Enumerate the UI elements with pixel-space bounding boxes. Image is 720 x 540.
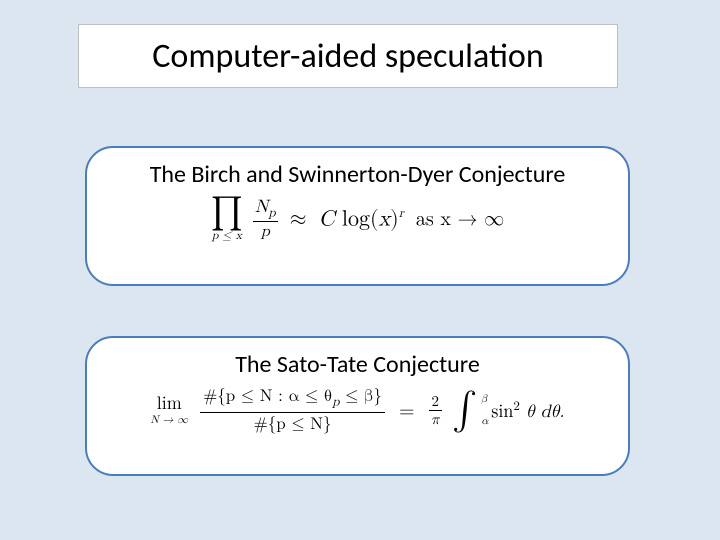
two: 2 — [429, 394, 443, 411]
slide-title-bar: Computer-aided speculation — [78, 24, 618, 88]
sato-tate-title: The Sato-Tate Conjecture — [235, 350, 480, 379]
integral-upper: β — [481, 393, 487, 406]
prod-subscript: p ≤ x — [212, 230, 242, 242]
frac-num-sub: p — [268, 206, 275, 219]
frac-numerator: Np — [253, 198, 278, 222]
sato-tate-formula: lim N → ∞ #{p ≤ N : α ≤ θp ≤ β} #{p ≤ N}… — [151, 387, 565, 435]
limit-operator: lim N → ∞ — [151, 395, 189, 426]
equals-sign: = — [399, 399, 415, 423]
frac-denominator: p — [261, 222, 270, 241]
const-C: C — [319, 208, 335, 230]
two-over-pi: 2 π — [429, 394, 443, 427]
lim-subscript: N → ∞ — [151, 415, 189, 426]
bsd-card-title: The Birch and Swinnerton-Dyer Conjecture — [150, 160, 566, 189]
limit-tail: as x → ∞ — [416, 207, 504, 231]
density-numerator: #{p ≤ N : α ≤ θp ≤ β} — [200, 387, 385, 413]
sin-text: sin — [491, 403, 513, 421]
integrand: sin2 θ dθ. — [491, 399, 564, 423]
sato-tate-card: The Sato-Tate Conjecture lim N → ∞ #{p ≤… — [85, 336, 630, 476]
density-fraction: #{p ≤ N : α ≤ θp ≤ β} #{p ≤ N} — [200, 387, 385, 435]
approx-sign: ≈ — [290, 206, 307, 232]
exponent-r: r — [399, 207, 404, 220]
var-x: x — [379, 208, 391, 230]
frac-num-N: N — [255, 198, 269, 216]
log-open: log( — [335, 208, 379, 230]
bsd-card: The Birch and Swinnerton-Dyer Conjecture… — [85, 146, 630, 286]
lim-text: lim — [157, 395, 182, 413]
product-symbol: ∏ p ≤ x — [211, 197, 243, 242]
slide-title: Computer-aided speculation — [152, 36, 543, 77]
integral-lower: α — [481, 415, 488, 428]
integral-core: ∫ β α — [452, 395, 477, 427]
theta-dtheta: θ dθ. — [520, 403, 565, 421]
density-denominator: #{p ≤ N} — [254, 413, 332, 435]
integral-expression: ∫ β α sin2 θ dθ. — [452, 395, 564, 427]
fraction-np-over-p: Np p — [253, 198, 278, 241]
log-close: ) — [390, 208, 399, 230]
num-part1: #{p ≤ N : α ≤ θ — [203, 388, 332, 405]
rhs-expression: C log(x)r — [319, 206, 404, 232]
prod-glyph: ∏ — [211, 197, 243, 228]
integral-sign: ∫ — [452, 391, 477, 429]
pi: π — [431, 411, 440, 427]
num-part2: ≤ β} — [339, 388, 382, 405]
bsd-formula: ∏ p ≤ x Np p ≈ C log(x)r as x → ∞ — [211, 197, 504, 242]
